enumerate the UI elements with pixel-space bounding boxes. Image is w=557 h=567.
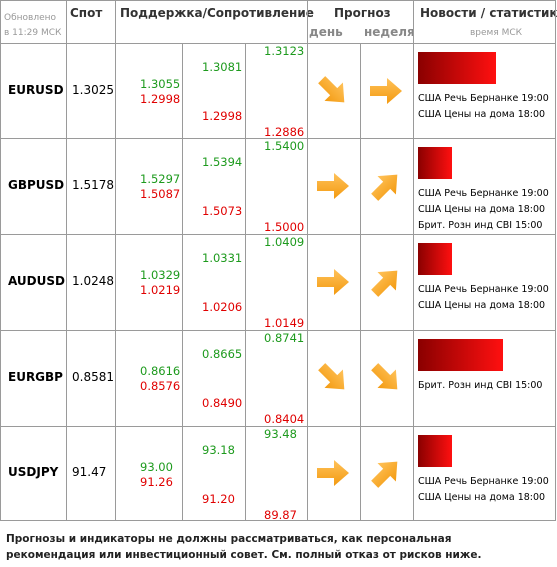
resistance-level: 1.0331 — [202, 251, 243, 265]
news-bar — [418, 147, 452, 179]
forecast-arrow — [318, 75, 345, 102]
pair: GBPUSD — [8, 178, 65, 192]
support-level: 1.5087 — [140, 187, 181, 201]
news-item: США Цены на дома 18:00 — [418, 300, 546, 311]
support-level: 1.5073 — [202, 204, 243, 218]
support-level: 1.2998 — [140, 92, 181, 106]
support-level: 1.0219 — [140, 283, 181, 297]
grid-line — [0, 0, 1, 520]
pair: USDJPY — [8, 465, 59, 479]
resistance-level: 1.5394 — [202, 155, 243, 169]
spot-header: Спот — [70, 6, 103, 20]
forecast-arrow — [371, 270, 398, 297]
support-level: 89.87 — [264, 508, 297, 522]
grid-line — [66, 0, 67, 520]
spot: 91.47 — [72, 465, 107, 479]
resistance-level: 93.00 — [140, 460, 173, 474]
resistance-level: 0.8665 — [202, 347, 243, 361]
news-item: Брит. Розн инд CBI 15:00 — [418, 220, 543, 231]
grid-line — [307, 0, 308, 520]
news-item: США Речь Бернанке 19:00 — [418, 188, 549, 199]
resistance-level: 1.3081 — [202, 60, 243, 74]
support-level: 1.0149 — [264, 316, 305, 330]
forecast-arrow — [317, 269, 349, 295]
grid-line — [0, 426, 556, 427]
support-level: 91.26 — [140, 475, 173, 489]
resistance-level: 1.0409 — [264, 235, 305, 249]
grid-line — [0, 138, 556, 139]
spot: 1.5178 — [72, 178, 114, 192]
day-header: день — [309, 25, 343, 39]
pair: EURGBP — [8, 370, 63, 384]
news-item: Брит. Розн инд CBI 15:00 — [418, 380, 543, 391]
grid-line — [0, 43, 556, 44]
pair: AUDUSD — [8, 274, 65, 288]
week-header: неделя — [364, 25, 415, 39]
news-item: США Цены на дома 18:00 — [418, 492, 546, 503]
grid-line — [0, 0, 556, 1]
news-bar — [418, 243, 452, 275]
updated-label: Обновлено — [4, 13, 57, 23]
grid-line — [0, 520, 556, 521]
resistance-level: 93.48 — [264, 427, 297, 441]
forecast-arrow — [371, 461, 398, 488]
support-level: 0.8490 — [202, 396, 243, 410]
forecast-arrow — [370, 77, 402, 104]
news-item: США Цены на дома 18:00 — [418, 109, 546, 120]
forecast-arrow — [318, 363, 345, 390]
resistance-level: 0.8616 — [140, 364, 181, 378]
news-item: США Речь Бернанке 19:00 — [418, 476, 549, 487]
forecast-arrow — [371, 174, 398, 201]
support-level: 1.2998 — [202, 109, 243, 123]
resistance-level: 1.3123 — [264, 44, 305, 58]
support-level: 1.5000 — [264, 220, 305, 234]
grid-line — [245, 43, 246, 520]
spot: 1.3025 — [72, 82, 114, 97]
news-item: США Речь Бернанке 19:00 — [418, 93, 549, 104]
support-level: 1.0206 — [202, 300, 243, 314]
resistance-level: 0.8741 — [264, 331, 305, 345]
news-bar — [418, 52, 496, 84]
support-level: 91.20 — [202, 492, 235, 506]
news-bar — [418, 339, 503, 371]
news-item: США Цены на дома 18:00 — [418, 204, 546, 215]
pair: EURUSD — [8, 82, 64, 97]
resistance-level: 1.5400 — [264, 139, 305, 153]
spot: 0.8581 — [72, 370, 114, 384]
grid-line — [555, 0, 556, 520]
resistance-level: 1.3055 — [140, 77, 181, 91]
resistance-level: 1.0329 — [140, 268, 181, 282]
support-level: 1.2886 — [264, 125, 305, 139]
disclaimer: Прогнозы и индикаторы не должны рассматр… — [6, 533, 482, 561]
support-level: 0.8404 — [264, 412, 305, 426]
resistance-level: 93.18 — [202, 443, 235, 457]
news-header: Новости / статистика — [420, 6, 557, 20]
support-level: 0.8576 — [140, 379, 181, 393]
levels-header: Поддержка/Сопротивление — [120, 6, 314, 20]
grid-line — [115, 0, 116, 520]
forecast-arrow — [317, 460, 349, 486]
forecast-arrow — [371, 363, 398, 390]
updated-time: в 11:29 МСК — [4, 28, 62, 38]
spot: 1.0248 — [72, 274, 114, 288]
grid-line — [0, 234, 556, 235]
news-item: США Речь Бернанке 19:00 — [418, 284, 549, 295]
forecast-arrow — [317, 173, 349, 199]
resistance-level: 1.5297 — [140, 172, 181, 186]
news-bar — [418, 435, 452, 467]
grid-line — [182, 43, 183, 520]
forecast-header: Прогноз — [334, 6, 391, 20]
news-time-header: время МСК — [470, 28, 523, 38]
grid-line — [413, 0, 414, 520]
grid-line — [0, 330, 556, 331]
grid-line — [360, 43, 361, 520]
